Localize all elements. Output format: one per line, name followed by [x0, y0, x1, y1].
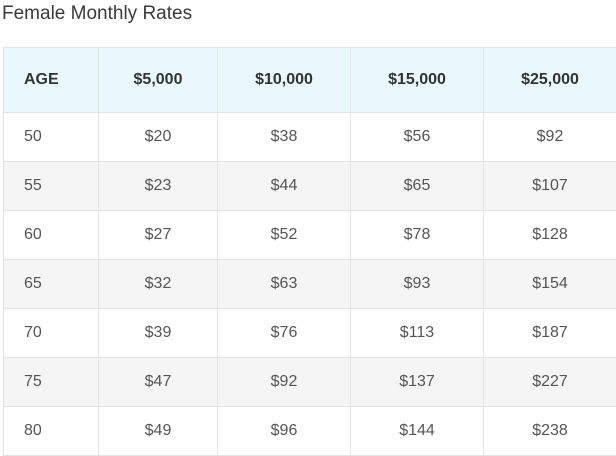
rate-cell: $187 [484, 309, 616, 358]
table-row: 80 $49 $96 $144 $238 [4, 407, 616, 456]
age-cell: 55 [4, 162, 99, 211]
rate-cell: $107 [484, 162, 616, 211]
table-row: 70 $39 $76 $113 $187 [4, 309, 616, 358]
header-age: AGE [4, 48, 99, 113]
rate-cell: $93 [351, 260, 484, 309]
rate-cell: $238 [484, 407, 616, 456]
age-cell: 65 [4, 260, 99, 309]
rate-cell: $38 [218, 113, 351, 162]
header-5000: $5,000 [99, 48, 218, 113]
rate-cell: $128 [484, 211, 616, 260]
rate-cell: $137 [351, 358, 484, 407]
table-header-row: AGE $5,000 $10,000 $15,000 $25,000 [4, 48, 616, 113]
rate-cell: $49 [99, 407, 218, 456]
table-row: 75 $47 $92 $137 $227 [4, 358, 616, 407]
table-row: 60 $27 $52 $78 $128 [4, 211, 616, 260]
header-15000: $15,000 [351, 48, 484, 113]
rate-cell: $92 [484, 113, 616, 162]
rate-cell: $63 [218, 260, 351, 309]
rate-cell: $92 [218, 358, 351, 407]
age-cell: 60 [4, 211, 99, 260]
age-cell: 75 [4, 358, 99, 407]
rate-cell: $227 [484, 358, 616, 407]
rate-cell: $65 [351, 162, 484, 211]
rate-cell: $20 [99, 113, 218, 162]
rate-cell: $76 [218, 309, 351, 358]
rate-cell: $39 [99, 309, 218, 358]
header-10000: $10,000 [218, 48, 351, 113]
rate-cell: $96 [218, 407, 351, 456]
rate-cell: $47 [99, 358, 218, 407]
age-cell: 70 [4, 309, 99, 358]
header-25000: $25,000 [484, 48, 616, 113]
age-cell: 50 [4, 113, 99, 162]
rate-cell: $44 [218, 162, 351, 211]
rate-cell: $23 [99, 162, 218, 211]
rate-cell: $56 [351, 113, 484, 162]
table-row: 55 $23 $44 $65 $107 [4, 162, 616, 211]
table-row: 65 $32 $63 $93 $154 [4, 260, 616, 309]
rate-cell: $78 [351, 211, 484, 260]
rates-table: AGE $5,000 $10,000 $15,000 $25,000 50 $2… [3, 47, 616, 456]
rate-cell: $154 [484, 260, 616, 309]
rate-cell: $144 [351, 407, 484, 456]
rate-cell: $113 [351, 309, 484, 358]
rate-cell: $52 [218, 211, 351, 260]
page-title: Female Monthly Rates [2, 2, 192, 26]
age-cell: 80 [4, 407, 99, 456]
rate-cell: $27 [99, 211, 218, 260]
table-row: 50 $20 $38 $56 $92 [4, 113, 616, 162]
rate-cell: $32 [99, 260, 218, 309]
